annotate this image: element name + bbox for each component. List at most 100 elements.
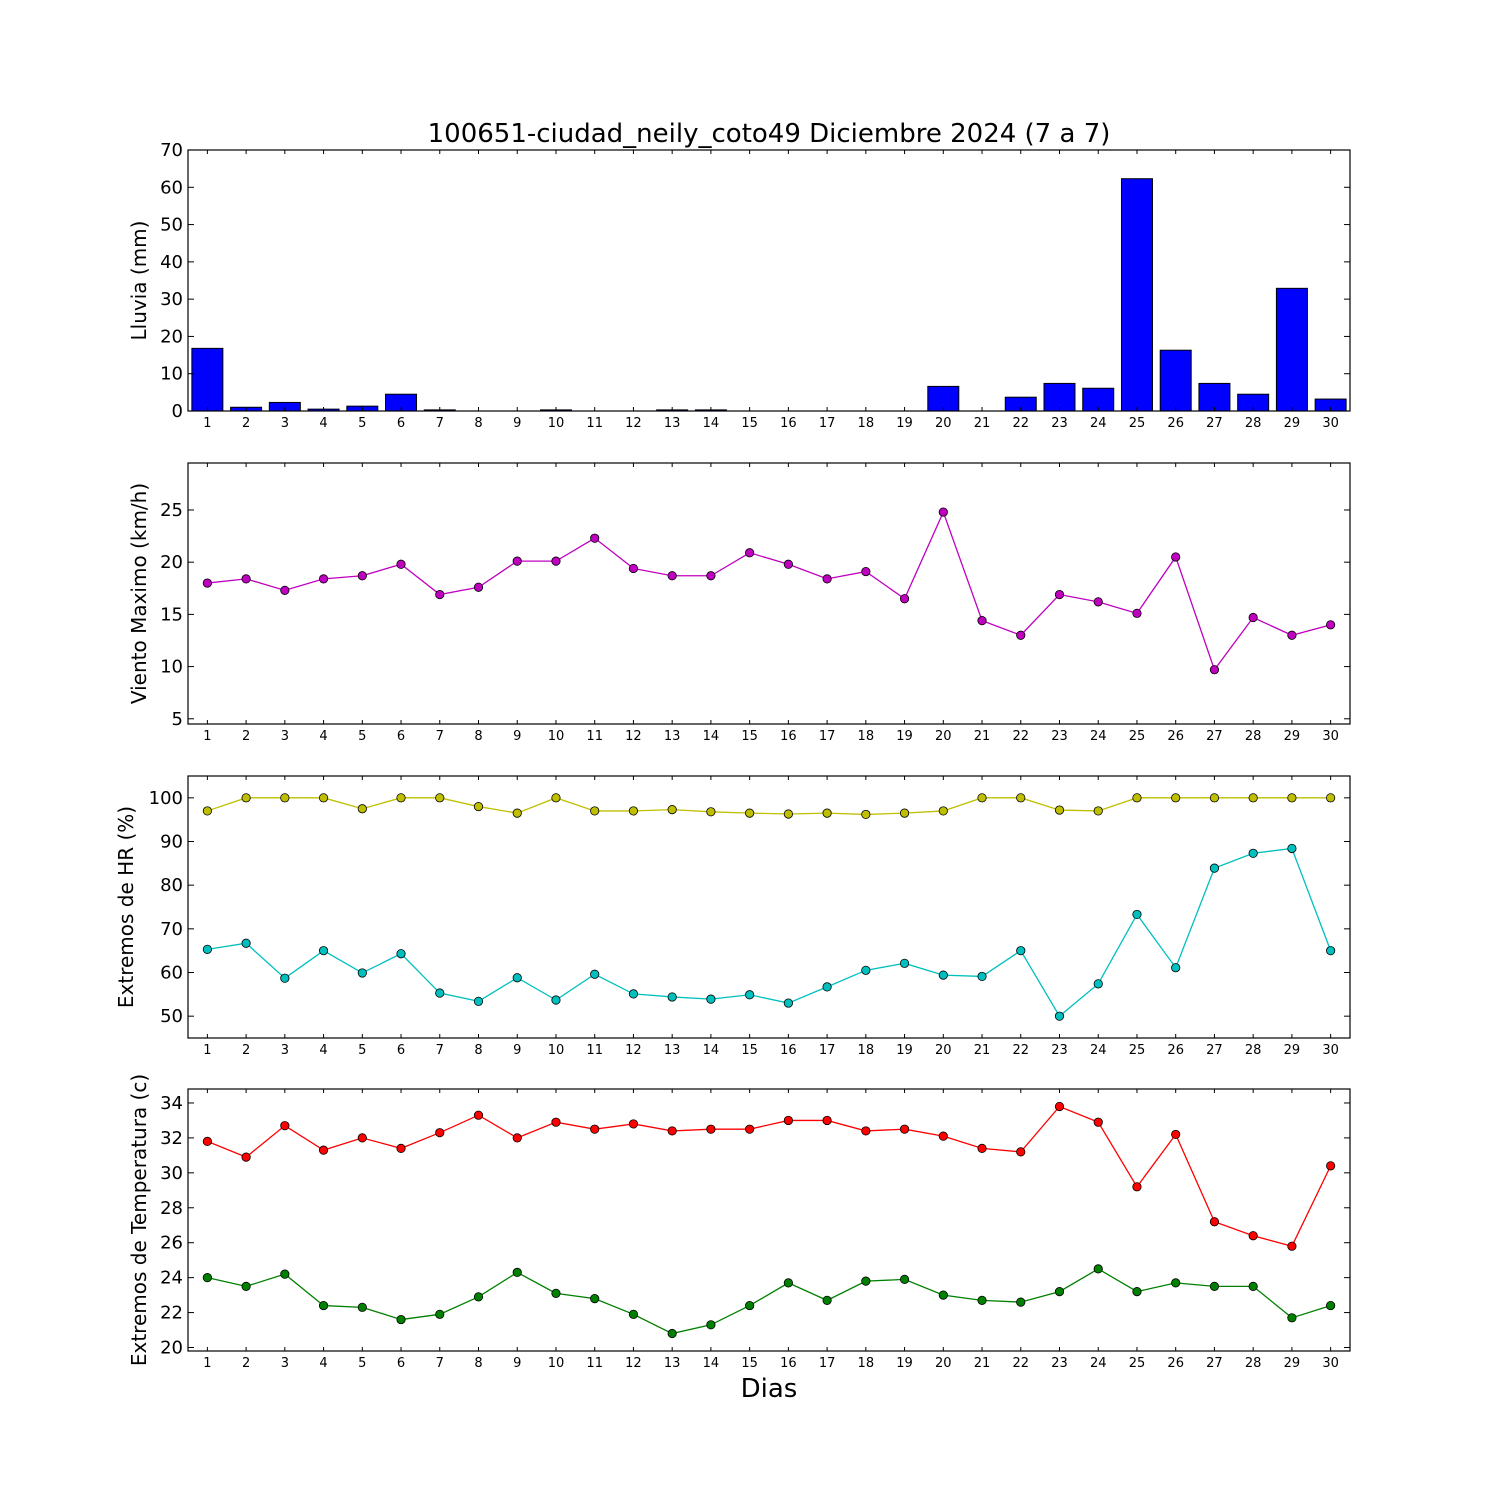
xtick-label: 21 <box>974 1043 991 1058</box>
xtick-label: 25 <box>1129 729 1146 744</box>
y-axis-label: Extremos de HR (%) <box>114 806 138 1008</box>
ytick-label: 26 <box>160 1233 183 1254</box>
series-1-point-day-28 <box>1248 612 1258 623</box>
ytick-label: 25 <box>160 500 183 521</box>
series-1-point-day-26 <box>1171 793 1181 803</box>
series-1-point-day-14 <box>706 571 716 581</box>
series-1-point-day-2 <box>241 793 251 803</box>
xtick-label: 27 <box>1206 1356 1223 1371</box>
series-1-point-day-17 <box>822 574 832 584</box>
series-1-point-day-19 <box>899 1124 910 1134</box>
xtick-label: 29 <box>1284 729 1301 744</box>
series-1-point-day-16 <box>783 1115 793 1126</box>
series-2-point-day-7 <box>435 1309 445 1319</box>
series-line-2 <box>207 1268 1331 1335</box>
series-1-point-day-26 <box>1171 552 1181 562</box>
series-2-point-day-26 <box>1171 1278 1181 1288</box>
xtick-label: 5 <box>358 1043 366 1058</box>
xtick-label: 24 <box>1090 1356 1107 1371</box>
ytick-label: 5 <box>172 709 183 730</box>
series-1-point-day-7 <box>435 1128 445 1138</box>
xtick-label: 6 <box>397 1043 405 1058</box>
xtick-label: 16 <box>780 1356 797 1371</box>
series-1-point-day-25 <box>1132 608 1142 618</box>
ytick-label: 40 <box>160 252 183 273</box>
series-1-point-day-11 <box>590 1124 600 1134</box>
ytick-label: 34 <box>160 1093 183 1114</box>
xtick-label: 3 <box>281 1043 289 1058</box>
xtick-label: 1 <box>203 416 211 431</box>
xtick-label: 4 <box>319 416 327 431</box>
series-2-point-day-14 <box>706 994 716 1004</box>
series-line-1 <box>207 797 1331 816</box>
xtick-label: 13 <box>664 729 681 744</box>
xtick-label: 22 <box>1012 1043 1029 1058</box>
series-2-point-day-8 <box>473 996 484 1006</box>
series-1-point-day-18 <box>861 1126 871 1136</box>
ytick-label: 70 <box>160 919 183 940</box>
xtick-label: 28 <box>1245 1356 1262 1371</box>
series-2-point-day-30 <box>1326 946 1336 956</box>
series-1-point-day-19 <box>899 808 910 818</box>
xtick-label: 19 <box>896 729 913 744</box>
xtick-label: 26 <box>1167 416 1184 431</box>
xtick-label: 14 <box>703 416 720 431</box>
xtick-label: 19 <box>896 416 913 431</box>
series-2-point-day-16 <box>783 1278 793 1288</box>
ytick-label: 0 <box>172 401 183 422</box>
xtick-label: 16 <box>780 729 797 744</box>
xtick-label: 25 <box>1129 416 1146 431</box>
xtick-label: 17 <box>819 1043 836 1058</box>
series-1-point-day-15 <box>745 1124 755 1134</box>
axes-frame <box>187 775 1351 1039</box>
series-2-point-day-26 <box>1171 963 1181 973</box>
xtick-label: 17 <box>819 1356 836 1371</box>
series-1-point-day-21 <box>977 1143 987 1153</box>
series-1-point-day-2 <box>241 1152 251 1162</box>
series-2-point-day-13 <box>667 1328 677 1339</box>
series-2-point-day-3 <box>280 1269 290 1279</box>
xtick-label: 2 <box>242 416 250 431</box>
series-2-point-day-23 <box>1054 1011 1065 1021</box>
xtick-label: 8 <box>474 729 482 744</box>
xtick-label: 2 <box>242 1356 250 1371</box>
bar-day-26 <box>1159 349 1192 412</box>
xtick-label: 14 <box>703 1043 720 1058</box>
series-2-point-day-30 <box>1326 1300 1336 1311</box>
series-2-point-day-29 <box>1287 843 1297 854</box>
series-1-point-day-27 <box>1209 665 1220 675</box>
xtick-label: 30 <box>1322 729 1339 744</box>
xtick-label: 25 <box>1129 1043 1146 1058</box>
series-1-point-day-9 <box>512 556 522 566</box>
series-1-point-day-20 <box>938 806 948 816</box>
bar-day-25 <box>1120 178 1153 412</box>
series-2-point-day-10 <box>551 995 561 1005</box>
series-2-point-day-18 <box>861 1276 871 1286</box>
xtick-label: 7 <box>436 416 444 431</box>
xtick-label: 12 <box>625 1356 642 1371</box>
series-2-point-day-21 <box>977 1295 987 1305</box>
xtick-label: 7 <box>436 729 444 744</box>
series-1-point-day-25 <box>1132 1182 1142 1192</box>
series-2-point-day-3 <box>280 973 290 983</box>
series-2-point-day-29 <box>1287 1313 1297 1323</box>
xtick-label: 2 <box>242 729 250 744</box>
series-2-point-day-4 <box>318 1300 329 1311</box>
series-2-point-day-15 <box>745 990 755 1000</box>
series-1-point-day-17 <box>822 808 832 818</box>
ytick-label: 100 <box>149 788 183 809</box>
xtick-label: 9 <box>513 416 521 431</box>
xtick-label: 9 <box>513 1043 521 1058</box>
xtick-label: 6 <box>397 729 405 744</box>
xtick-label: 29 <box>1284 416 1301 431</box>
series-1-point-day-12 <box>628 1119 639 1129</box>
series-2-point-day-20 <box>938 1290 948 1300</box>
series-2-point-day-23 <box>1054 1287 1065 1297</box>
series-1-point-day-8 <box>473 582 484 592</box>
xtick-label: 15 <box>741 1043 758 1058</box>
series-1-point-day-9 <box>512 808 522 818</box>
series-2-point-day-22 <box>1016 946 1026 956</box>
series-1-point-day-16 <box>783 809 793 819</box>
series-2-point-day-6 <box>396 1314 406 1325</box>
xtick-label: 6 <box>397 1356 405 1371</box>
